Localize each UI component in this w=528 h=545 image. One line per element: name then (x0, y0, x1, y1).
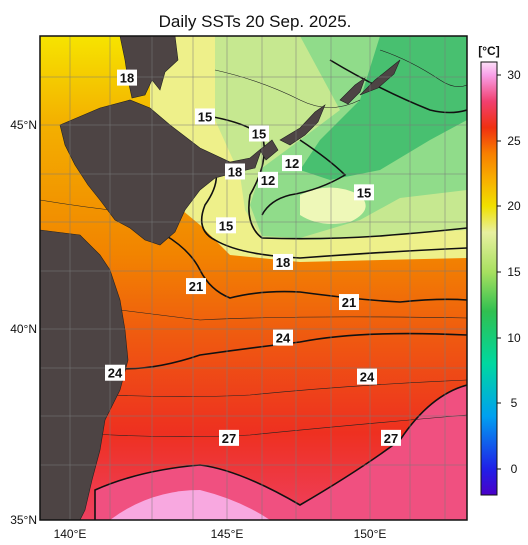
kuroshio-warm-water (95, 385, 467, 520)
contour-label: 24 (273, 329, 293, 346)
colorbar-ticks (497, 74, 501, 470)
isotherm-21 (164, 234, 467, 303)
contour-label: 18 (225, 163, 245, 180)
colorbar-tick-0: 0 (510, 462, 518, 476)
contour-label-bg (225, 163, 245, 180)
colorbar-tick-20: 20 (507, 199, 521, 213)
colorbar-unit: [°C] (478, 44, 500, 58)
contour-label-text: 27 (222, 431, 236, 446)
contour-label-bg (195, 108, 215, 125)
contour-label-text: 24 (108, 366, 123, 381)
land-hokkaido (59, 99, 263, 246)
map-title: Daily SSTs 20 Sep. 2025. (158, 12, 352, 31)
contour-label: 15 (249, 125, 269, 142)
contour-label-text: 12 (285, 156, 299, 171)
graticule (40, 36, 467, 520)
map-frame (39, 35, 468, 521)
contour-label: 12 (282, 155, 302, 172)
contour-label-bg (105, 364, 125, 381)
lon-label-140: 140°E (53, 527, 87, 541)
land-honshu (39, 229, 129, 521)
contour-label-bg (381, 429, 401, 446)
contour-label: 18 (273, 253, 293, 270)
colorbar-tick-25: 25 (507, 134, 521, 148)
contour-label: 18 (117, 69, 137, 86)
contour-label-bg (258, 171, 278, 188)
contour-label-bg (216, 217, 236, 234)
contour-label: 15 (354, 184, 374, 201)
lon-label-145: 145°E (210, 527, 244, 541)
contour-label-bg (357, 368, 377, 385)
contour-label-text: 15 (252, 127, 266, 142)
land-kuril-kunashiri (259, 139, 279, 161)
contour-label: 15 (195, 108, 215, 125)
contour-label-bg (117, 69, 137, 86)
contour-label: 12 (258, 171, 278, 188)
contour-label-text: 15 (219, 218, 233, 233)
contour-label-bg (339, 294, 359, 311)
lat-label-35: 35°N (10, 513, 37, 527)
contour-label-bg (186, 278, 206, 295)
lat-label-40: 40°N (10, 322, 37, 336)
warm-core-eddy (300, 187, 366, 224)
contour-label-text: 18 (120, 71, 134, 86)
contour-label-bg (273, 253, 293, 270)
colorbar-tick-10: 10 (507, 331, 521, 345)
contour-label: 27 (219, 429, 239, 446)
contour-label-text: 24 (360, 370, 375, 385)
colorbar-tick-15: 15 (507, 265, 521, 279)
contour-label: 27 (381, 429, 401, 446)
contour-label-text: 15 (357, 185, 371, 200)
contour-label: 24 (357, 368, 377, 385)
lat-label-45: 45°N (10, 118, 37, 132)
contour-label: 21 (186, 278, 206, 295)
contour-label-text: 21 (342, 295, 356, 310)
contour-label-text: 27 (384, 431, 398, 446)
isotherm-12 (261, 139, 347, 216)
isotherm-9 (329, 59, 467, 114)
contour-label-text: 18 (228, 164, 242, 179)
contour-label-bg (273, 329, 293, 346)
contour-label: 21 (339, 294, 359, 311)
contour-label: 15 (216, 217, 236, 234)
colorbar-tick-5: 5 (510, 396, 518, 410)
colorbar-tick-30: 30 (507, 68, 521, 82)
colorbar (480, 61, 498, 496)
contour-label-text: 12 (261, 173, 275, 188)
contour-label-text: 21 (189, 279, 203, 294)
lon-label-150: 150°E (353, 527, 387, 541)
contour-label-bg (249, 125, 269, 142)
contour-label-bg (354, 184, 374, 201)
contour-label-bg (282, 155, 302, 172)
contour-label: 24 (105, 364, 125, 381)
land (39, 35, 401, 521)
contour-label-text: 15 (198, 109, 212, 124)
isotherm-27 (94, 384, 467, 520)
contour-labels: 18 15 15 18 12 12 15 15 18 21 21 24 24 24 27 27 (105, 69, 401, 446)
land-kuril-urup (339, 77, 366, 105)
hot-spot (110, 490, 270, 520)
coldest-water (300, 36, 467, 180)
contour-label-text: 18 (276, 255, 290, 270)
land-kuril-etorofu (279, 104, 326, 146)
contour-label-text: 24 (276, 331, 291, 346)
contour-label-bg (219, 429, 239, 446)
